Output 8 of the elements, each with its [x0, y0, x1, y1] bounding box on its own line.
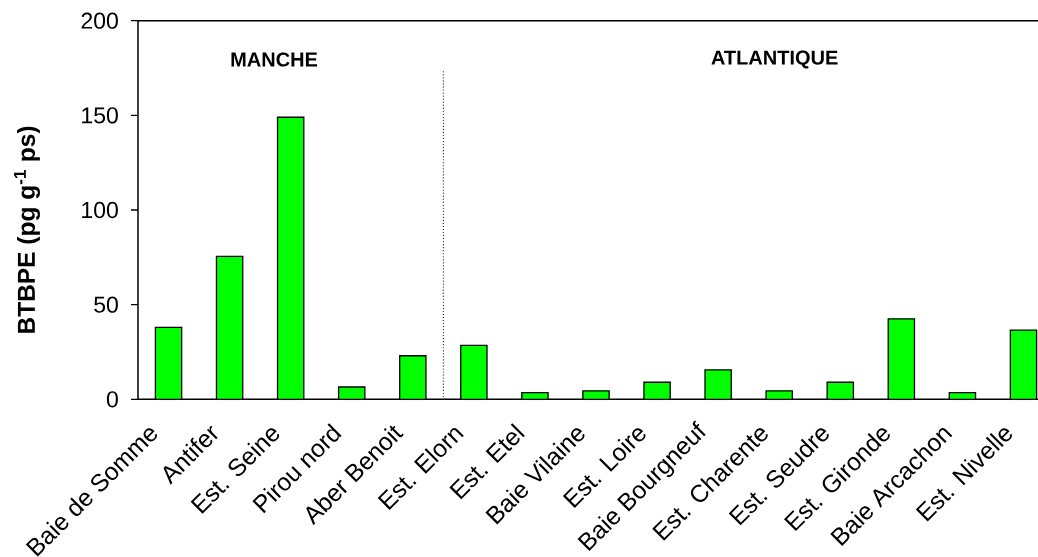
y-tick-label: 50 — [94, 296, 118, 313]
annotation: ATLANTIQUE — [711, 50, 838, 69]
annotation: MANCHE — [231, 52, 318, 67]
y-tick-label: 150 — [82, 107, 118, 124]
y-tick-label: 200 — [81, 12, 118, 29]
y-tick-label: 100 — [82, 201, 118, 219]
y-tick-label: 0 — [106, 391, 118, 408]
y-axis-title: BTBPE (pg g$^{-1}$ ps) — [14, 126, 40, 333]
